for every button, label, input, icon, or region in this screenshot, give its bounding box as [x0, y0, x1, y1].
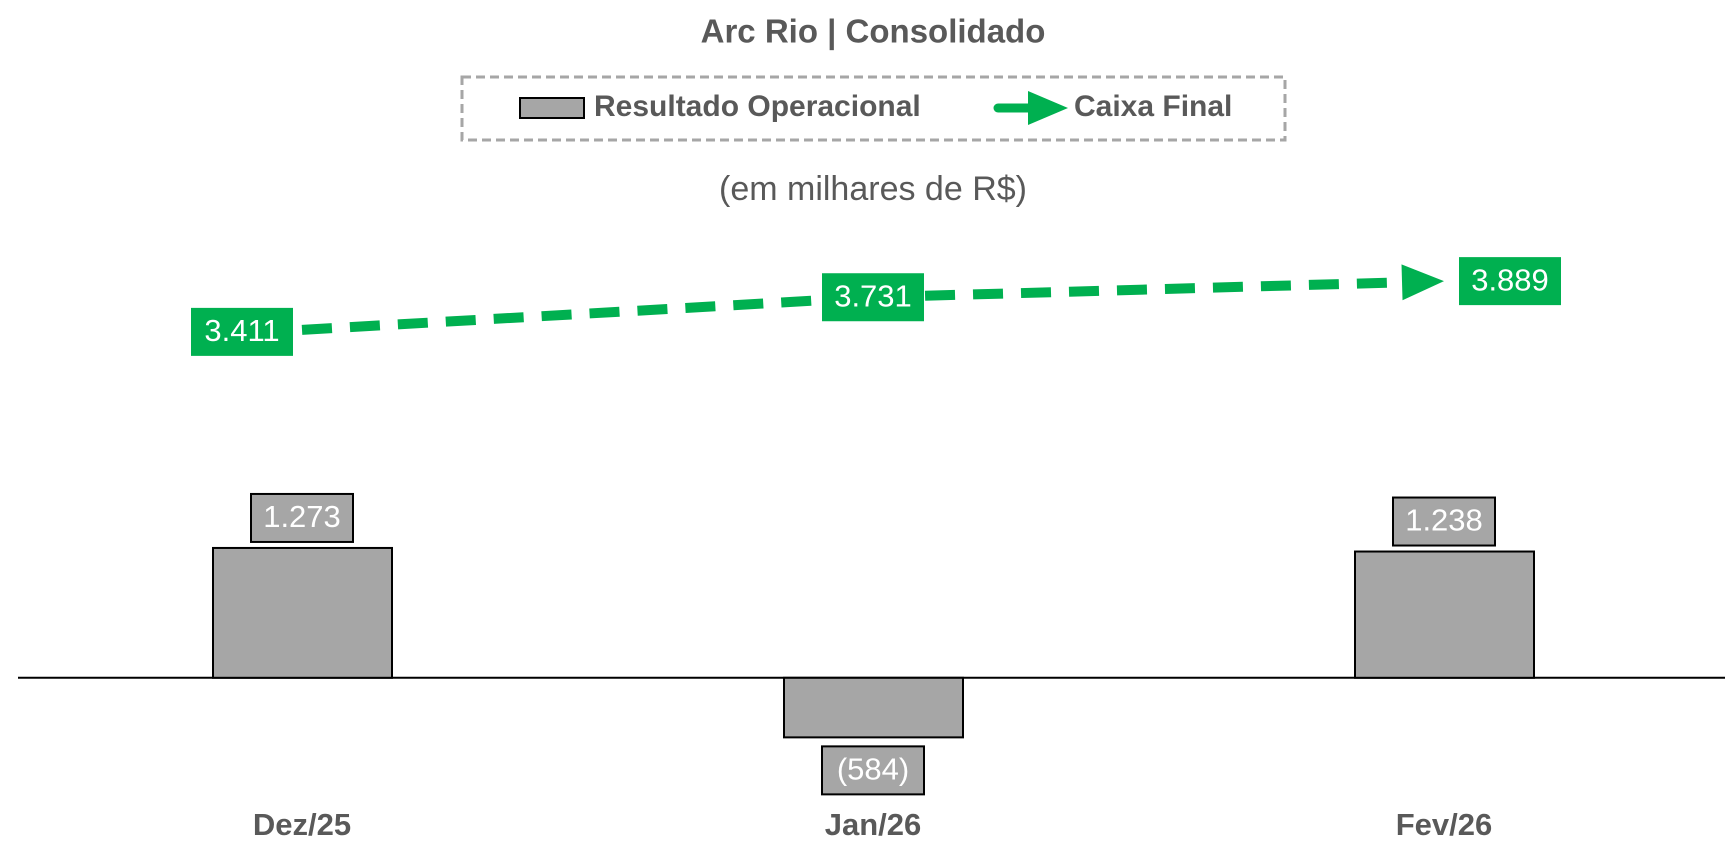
legend-frame — [460, 75, 1287, 142]
line — [301, 277, 1405, 335]
chart-subtitle: (em milhares de R$) — [719, 170, 1027, 208]
legend-label: Caixa Final — [1074, 90, 1232, 123]
legend-swatch — [519, 97, 585, 119]
data-label: 3.731 — [834, 278, 912, 313]
data-label-box — [822, 273, 924, 322]
x-tick-label: Jan/26 — [825, 807, 922, 842]
data-label: 3.411 — [204, 313, 279, 348]
data-label: 3.889 — [1471, 262, 1549, 297]
x-tick-label: Fev/26 — [1396, 807, 1493, 842]
bar — [783, 676, 964, 739]
data-label: (584) — [837, 752, 909, 787]
legend-label: Resultado Operacional — [594, 90, 921, 123]
data-label: 1.273 — [263, 499, 341, 534]
data-label-box — [191, 307, 293, 356]
data-label: 1.238 — [1405, 503, 1483, 538]
legend-arrow — [1028, 91, 1068, 125]
data-label-box — [821, 745, 925, 796]
data-label-box — [1459, 257, 1561, 306]
data-label-box — [250, 492, 354, 543]
x-tick-label: Dez/25 — [253, 807, 351, 842]
chart-title: Arc Rio | Consolidado — [701, 13, 1046, 50]
data-label-box — [1392, 496, 1496, 547]
bar — [1354, 550, 1535, 679]
line-arrow — [1401, 264, 1444, 301]
bar — [212, 546, 393, 679]
